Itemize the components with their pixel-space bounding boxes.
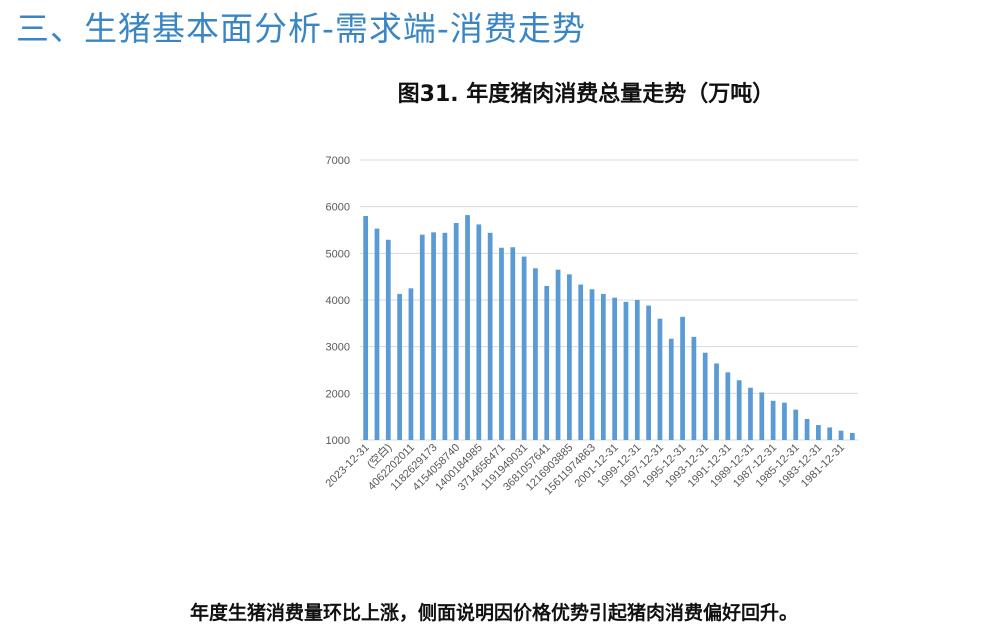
bar [646,305,651,440]
x-tick-label: 2023-12-31 [323,442,371,490]
bar [476,224,482,440]
bar [453,223,459,440]
y-tick-label: 3000 [326,342,350,354]
bar [589,289,595,440]
bar [702,352,708,440]
bar [465,215,470,440]
bar [782,402,787,440]
bar [385,239,391,440]
bar [691,336,697,440]
bar [668,338,674,440]
bar [510,247,516,440]
bar [838,430,844,440]
y-tick-label: 6000 [326,202,350,214]
bar [612,297,618,440]
bar [431,232,436,440]
bar-chart: 1000 2000 3000 4000 5000 6000 7000 2023-12-31 (空… [300,140,880,520]
bar [419,234,425,440]
bar [657,318,663,440]
bar [827,427,833,440]
y-tick-label: 5000 [326,248,350,260]
bar [816,425,821,440]
bar [680,316,685,440]
bar [442,232,448,440]
chart-title: 图31. 年度猪肉消费总量走势（万吨） [397,82,775,107]
bar [725,372,731,440]
chart-canvas: 10002000300040005000600070002023-12-31(空… [323,155,858,498]
bar [736,380,742,440]
bar [397,293,402,440]
bar [714,363,719,440]
bar [487,232,493,440]
bar [804,419,810,440]
y-tick-label: 7000 [326,155,350,167]
bar [499,247,504,440]
y-tick-label: 2000 [326,388,350,400]
bar [363,216,369,440]
bar [634,300,640,440]
bar [578,284,584,440]
bar [567,274,572,440]
bar [770,400,776,440]
bar [408,288,414,440]
bar [374,228,380,440]
bar [623,301,629,440]
caption-text: 年度生猪消费量环比上涨，侧面说明因价格优势引起猪肉消费偏好回升。 [190,602,799,624]
bar [533,268,538,440]
y-tick-label: 1000 [326,435,350,447]
y-tick-label: 4000 [326,295,350,307]
bar [759,392,765,440]
bar [521,256,527,440]
page-title: 三、生猪基本面分析-需求端-消费走势 [16,9,586,48]
bar [544,286,550,440]
bar [600,293,606,440]
bar [555,269,561,440]
bar [849,433,855,440]
bar [793,409,799,440]
bar [748,387,753,440]
